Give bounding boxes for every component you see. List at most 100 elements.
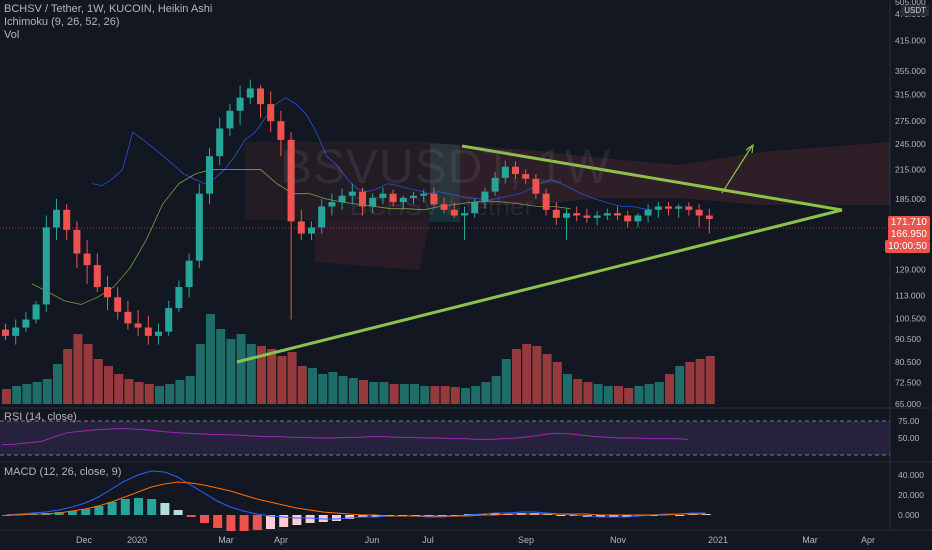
candle-body[interactable] xyxy=(430,193,438,205)
ichimoku-lagging-line[interactable] xyxy=(31,169,571,305)
legend-symbol[interactable]: BCHSV / Tether, 1W, KUCOIN, Heikin Ashi xyxy=(4,3,213,15)
candle-body[interactable] xyxy=(155,331,162,336)
macd-signal-line[interactable] xyxy=(6,481,706,517)
ichimoku-conversion-line[interactable] xyxy=(91,97,654,211)
candle-body[interactable] xyxy=(348,191,356,196)
candle-body[interactable] xyxy=(328,202,336,207)
candle-body[interactable] xyxy=(287,139,295,222)
candle-body[interactable] xyxy=(665,206,672,209)
rsi-line[interactable] xyxy=(1,427,689,446)
candle-body[interactable] xyxy=(124,311,132,324)
candle-body[interactable] xyxy=(624,215,632,222)
candle-body[interactable] xyxy=(185,260,193,288)
candle-body[interactable] xyxy=(603,213,611,216)
candle-body[interactable] xyxy=(542,193,550,210)
volume-bar xyxy=(318,374,328,404)
candle-body[interactable] xyxy=(501,166,509,178)
candle-body[interactable] xyxy=(583,215,591,218)
candle-body[interactable] xyxy=(440,204,448,210)
candle-body[interactable] xyxy=(277,121,285,140)
candle-body[interactable] xyxy=(195,193,203,261)
candle-body[interactable] xyxy=(22,319,30,328)
candle-body[interactable] xyxy=(63,209,71,230)
candle-body[interactable] xyxy=(32,304,40,320)
candle-body[interactable] xyxy=(675,206,683,209)
candle-body[interactable] xyxy=(338,195,346,203)
candle-body[interactable] xyxy=(389,193,397,203)
candle-body[interactable] xyxy=(410,195,417,198)
candle-body[interactable] xyxy=(552,209,560,218)
candle-body[interactable] xyxy=(165,308,173,332)
volume-bar xyxy=(236,334,246,404)
volume-bar xyxy=(512,349,521,404)
time-tick-label: Jun xyxy=(365,535,380,545)
rsi-label[interactable]: RSI (14, close) xyxy=(4,411,77,423)
candle-body[interactable] xyxy=(654,206,662,210)
candle-body[interactable] xyxy=(267,104,275,122)
candle-body[interactable] xyxy=(379,193,387,198)
candle-body[interactable] xyxy=(695,209,703,216)
projection-arrow[interactable] xyxy=(721,145,753,194)
candle-body[interactable] xyxy=(2,329,9,336)
candle-body[interactable] xyxy=(522,174,530,179)
candle-body[interactable] xyxy=(491,177,499,192)
candle-body[interactable] xyxy=(685,206,693,210)
candle-body[interactable] xyxy=(471,202,479,214)
currency-badge[interactable]: USDT xyxy=(901,5,929,16)
legend-vol[interactable]: Vol xyxy=(4,29,20,41)
macd-histogram-bar xyxy=(279,515,289,527)
candle-body[interactable] xyxy=(93,265,101,288)
candle-body[interactable] xyxy=(175,287,183,309)
candle-body[interactable] xyxy=(573,213,581,216)
candle-body[interactable] xyxy=(450,209,458,216)
candle-body[interactable] xyxy=(399,197,407,203)
candle-body[interactable] xyxy=(104,287,111,298)
candle-body[interactable] xyxy=(644,209,652,216)
macd-histogram-bar xyxy=(266,515,275,529)
price-tick-label: 100.500 xyxy=(895,314,926,324)
candle-body[interactable] xyxy=(705,215,713,219)
candle-body[interactable] xyxy=(420,193,428,196)
candle-body[interactable] xyxy=(563,213,570,218)
candle-body[interactable] xyxy=(318,206,326,228)
rsi-tick-label: 75.00 xyxy=(898,416,920,426)
candle-body[interactable] xyxy=(634,215,642,222)
candle-body[interactable] xyxy=(42,227,50,305)
candle-body[interactable] xyxy=(257,88,264,105)
ichimoku-cloud-upper xyxy=(430,142,890,205)
candle-body[interactable] xyxy=(593,215,601,218)
macd-label[interactable]: MACD (12, 26, close, 9) xyxy=(4,466,122,478)
candle-body[interactable] xyxy=(114,297,122,312)
candle-body[interactable] xyxy=(614,213,621,216)
candle-body[interactable] xyxy=(53,209,60,228)
candle-body[interactable] xyxy=(246,88,254,98)
candle-body[interactable] xyxy=(297,221,305,234)
candle-body[interactable] xyxy=(532,178,540,194)
macd-line[interactable] xyxy=(5,470,706,520)
candle-body[interactable] xyxy=(83,253,91,266)
candle-body[interactable] xyxy=(461,213,468,216)
volume-bar xyxy=(389,384,399,404)
volume-bar xyxy=(226,339,236,404)
candle-body[interactable] xyxy=(73,229,81,254)
candle-body[interactable] xyxy=(12,327,20,336)
candle-body[interactable] xyxy=(144,327,152,336)
candle-body[interactable] xyxy=(206,156,213,194)
candle-body[interactable] xyxy=(512,166,519,175)
candle-body[interactable] xyxy=(216,128,224,157)
price-tick-label: 90.500 xyxy=(895,334,921,344)
candle-body[interactable] xyxy=(308,227,315,234)
legend-ichimoku[interactable]: Ichimoku (9, 26, 52, 26) xyxy=(4,16,120,28)
candle-body[interactable] xyxy=(369,197,377,207)
trendline-lower[interactable] xyxy=(236,208,843,364)
volume-bar xyxy=(573,379,583,404)
candle-body[interactable] xyxy=(359,191,366,207)
macd-histogram-bar xyxy=(358,515,368,517)
candle-body[interactable] xyxy=(236,97,244,111)
time-tick-label: Mar xyxy=(802,535,818,545)
trendline-upper[interactable] xyxy=(461,144,843,212)
candle-body[interactable] xyxy=(134,323,142,328)
candle-body[interactable] xyxy=(481,191,489,203)
candle-body[interactable] xyxy=(226,110,234,129)
